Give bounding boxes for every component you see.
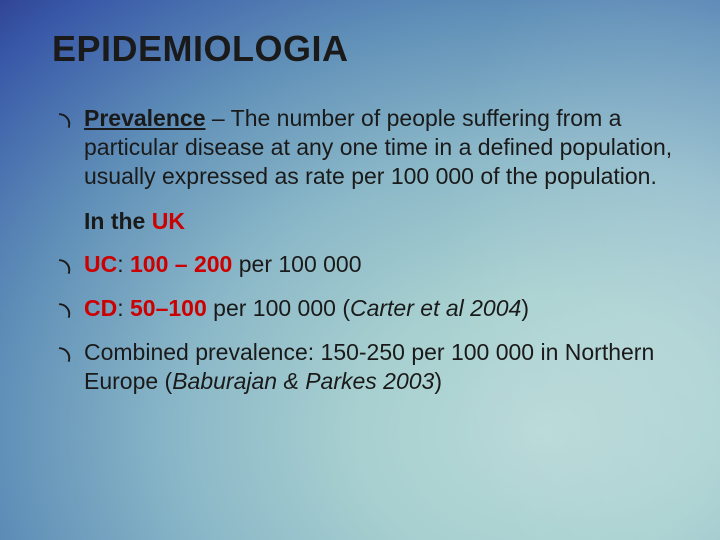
slide-body: Prevalence – The number of people suffer… <box>52 104 680 395</box>
subhead-prefix: In the <box>84 208 152 234</box>
slide-content: EPIDEMIOLOGIA Prevalence – The number of… <box>52 28 680 395</box>
prevalence-term: Prevalence <box>84 105 205 131</box>
slide: EPIDEMIOLOGIA Prevalence – The number of… <box>0 0 720 540</box>
combined-close: ) <box>434 368 442 394</box>
bullet-cd: CD: 50–100 per 100 000 (Carter et al 200… <box>84 294 680 323</box>
uc-rest: per 100 000 <box>232 251 361 277</box>
bullet-prevalence: Prevalence – The number of people suffer… <box>84 104 680 190</box>
uc-label: UC <box>84 251 117 277</box>
cd-rest: per 100 000 ( <box>207 295 350 321</box>
cd-value: 50–100 <box>130 295 207 321</box>
cd-citation: Carter et al 2004 <box>350 295 521 321</box>
cd-close: ) <box>521 295 529 321</box>
bullet-uc: UC: 100 – 200 per 100 000 <box>84 250 680 279</box>
slide-title: EPIDEMIOLOGIA <box>52 28 680 70</box>
bullet-combined: Combined prevalence: 150-250 per 100 000… <box>84 338 680 396</box>
cd-label: CD <box>84 295 117 321</box>
uc-value: 100 – 200 <box>130 251 232 277</box>
region-label: UK <box>152 208 185 234</box>
cd-sep: : <box>117 295 130 321</box>
combined-citation: Baburajan & Parkes 2003 <box>172 368 434 394</box>
region-subhead: In the UK <box>84 208 680 235</box>
uc-sep: : <box>117 251 130 277</box>
